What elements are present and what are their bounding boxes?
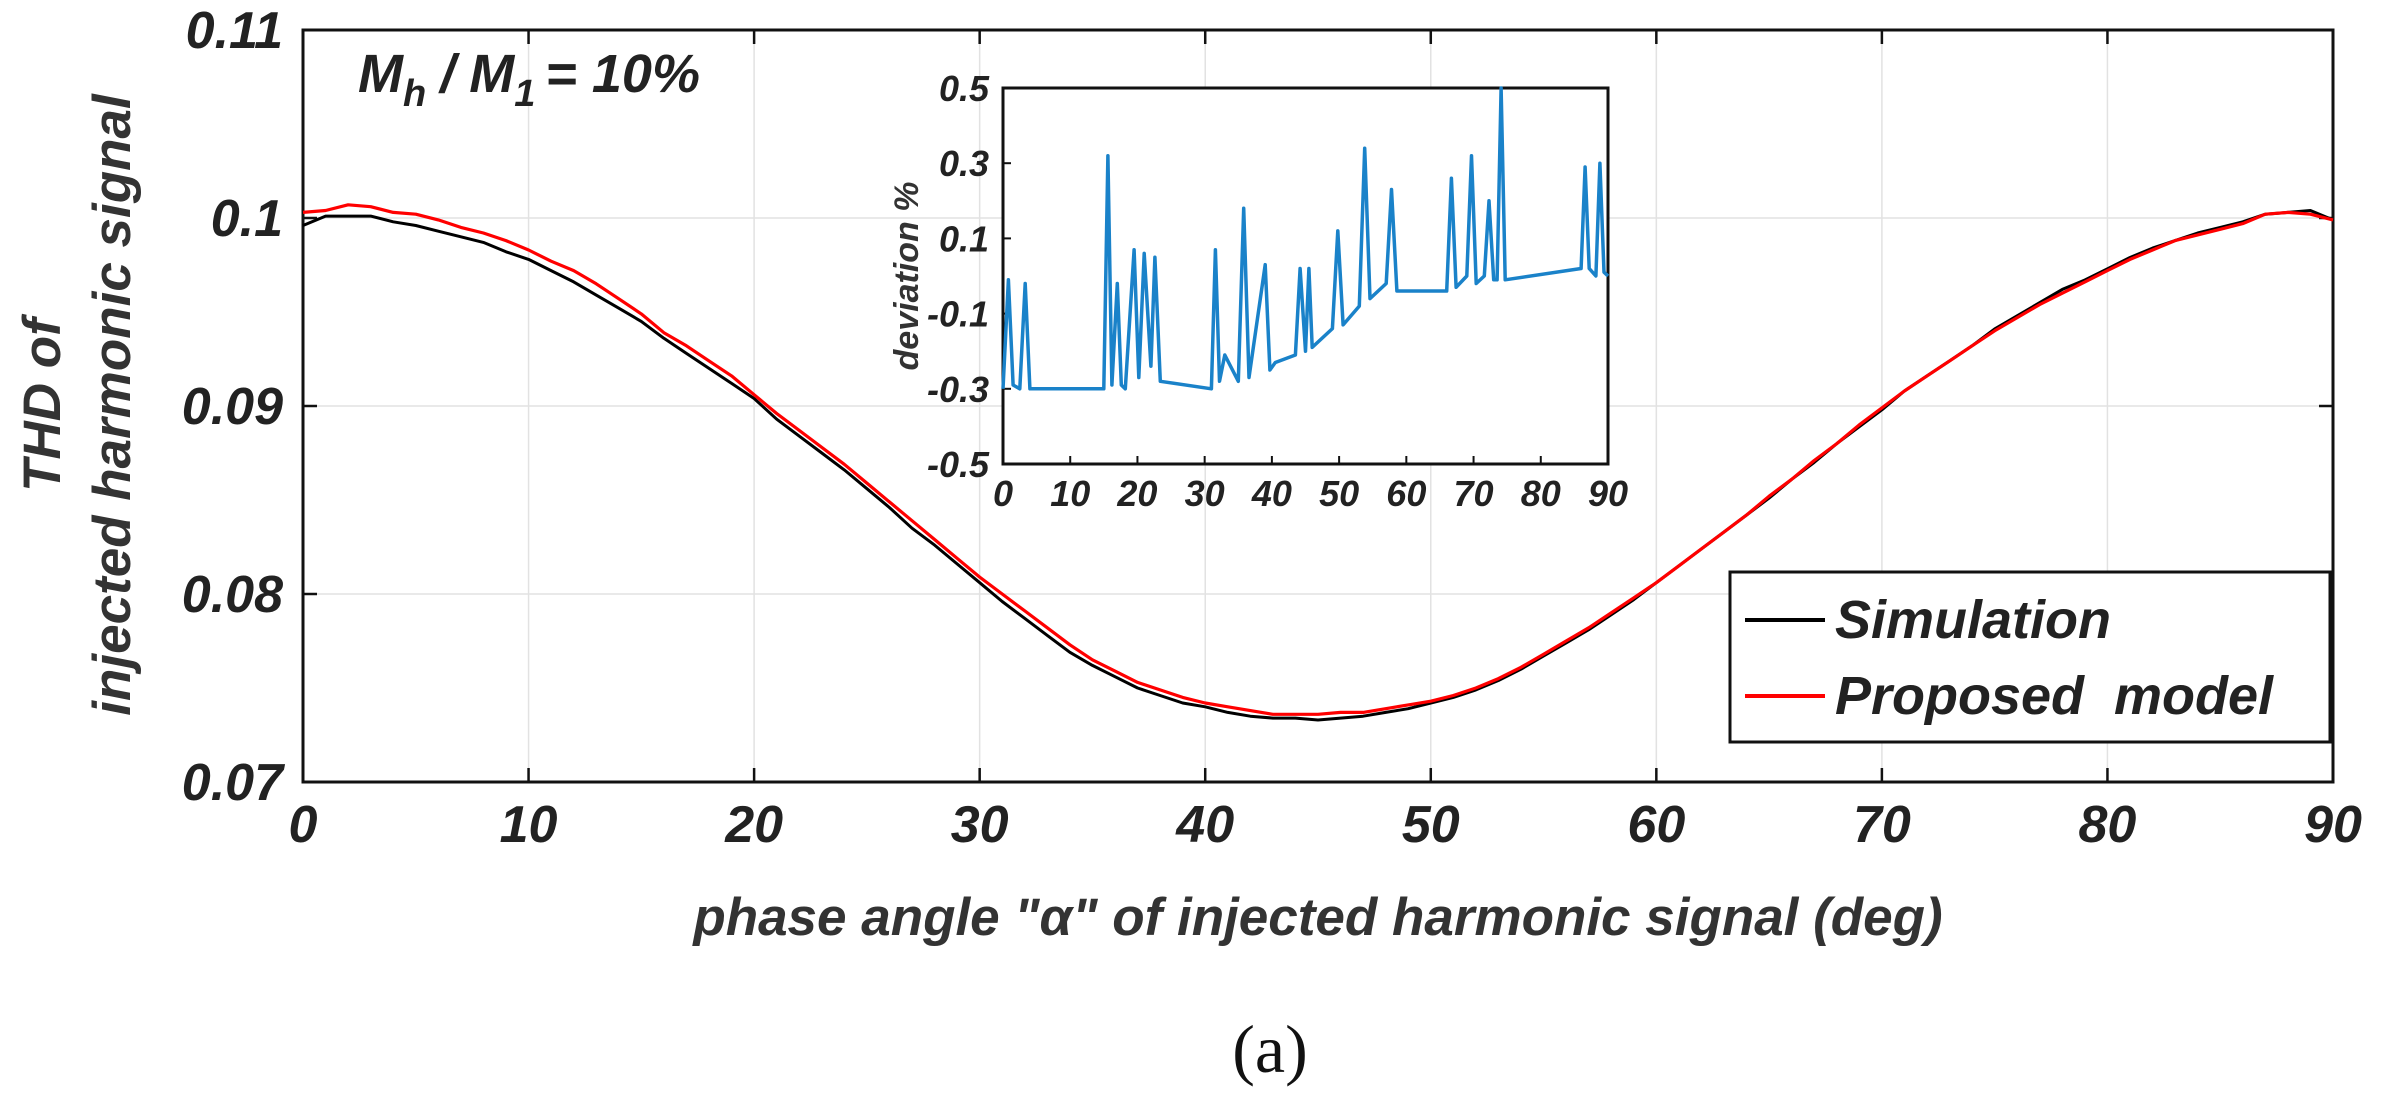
y-tick-label: 0.1 <box>211 190 283 248</box>
y-axis-label-line1: THD of <box>13 313 72 492</box>
inset-y-tick-label: 0.5 <box>939 68 990 109</box>
y-axis-label-line2: injected harmonic signal <box>83 93 142 716</box>
series-line-proposed-model <box>302 203 2334 716</box>
figure-caption: (a) <box>1232 1011 1307 1087</box>
annotation-m-h: M <box>358 44 404 104</box>
x-tick-label: 0 <box>289 796 318 854</box>
legend-box <box>1728 570 2332 744</box>
inset-x-tick-label: 60 <box>1386 473 1426 514</box>
inset-x-tick-label: 30 <box>1185 473 1225 514</box>
inset-plot: 0 10 20 30 40 50 60 70 80 90 -0.5 -0.3 -0.1 0.1 0.3 0.5… <box>888 68 1628 514</box>
inset-y-tick-label: 0.3 <box>939 143 989 184</box>
inset-series <box>1001 86 1610 391</box>
legend-label-simulation: Simulation <box>1835 590 2111 650</box>
inset-x-tick-label: 50 <box>1319 473 1359 514</box>
inset-y-tick-label: -0.3 <box>927 369 989 410</box>
x-tick-label: 90 <box>2304 796 2362 854</box>
annotation-sub-h: h <box>403 73 426 115</box>
annotation-equals: = 10% <box>545 44 700 104</box>
x-tick-label: 10 <box>500 796 558 854</box>
annotation-slash: / <box>438 44 460 104</box>
x-tick-label: 20 <box>724 796 783 854</box>
inset-x-tick-label: 10 <box>1050 473 1090 514</box>
inset-y-tick-label: -0.5 <box>927 444 990 485</box>
inset-x-tick-label: 20 <box>1116 473 1157 514</box>
y-tick-label: 0.07 <box>182 754 285 812</box>
x-tick-label: 70 <box>1853 796 1911 854</box>
ratio-annotation: Mh / M1 = 10% <box>358 44 700 115</box>
x-tick-label: 60 <box>1627 796 1685 854</box>
legend-label-proposed-model: Proposed model <box>1835 666 2274 726</box>
inset-x-tick-label: 40 <box>1251 473 1292 514</box>
y-tick-label: 0.09 <box>182 378 283 436</box>
legend: Simulation Proposed model <box>1728 570 2332 744</box>
y-tick-label: 0.08 <box>182 566 283 624</box>
inset-x-tick-label: 70 <box>1454 473 1494 514</box>
inset-y-tick-label: 0.1 <box>939 218 989 259</box>
inset-y-tick-label: -0.1 <box>927 294 989 335</box>
annotation-sub-1: 1 <box>514 73 535 115</box>
main-series <box>302 203 2334 722</box>
y-tick-label: 0.11 <box>186 2 283 60</box>
series-line-simulation <box>302 209 2334 722</box>
x-tick-label: 80 <box>2079 796 2137 854</box>
inset-y-axis-label: deviation % <box>888 182 926 371</box>
x-tick-label: 30 <box>951 796 1009 854</box>
x-axis-label: phase angle "α" of injected harmonic sig… <box>691 888 1942 947</box>
x-tick-label: 40 <box>1175 796 1234 854</box>
inset-plot-frame <box>1001 86 1610 466</box>
inset-x-tick-label: 80 <box>1521 473 1561 514</box>
inset-ticks: 0 10 20 30 40 50 60 70 80 90 -0.5 -0.3 -0.1 0.1 0.3 0.5 <box>927 68 1628 514</box>
main-ticks: 0 10 20 30 40 50 60 70 80 900.070.080.090.10.11 <box>182 2 2362 854</box>
x-tick-label: 50 <box>1402 796 1460 854</box>
annotation-m-1: M <box>469 44 515 104</box>
inset-x-tick-label: 90 <box>1588 473 1628 514</box>
inset-x-tick-label: 0 <box>993 473 1013 514</box>
inset-series-line-deviation <box>1001 86 1610 391</box>
